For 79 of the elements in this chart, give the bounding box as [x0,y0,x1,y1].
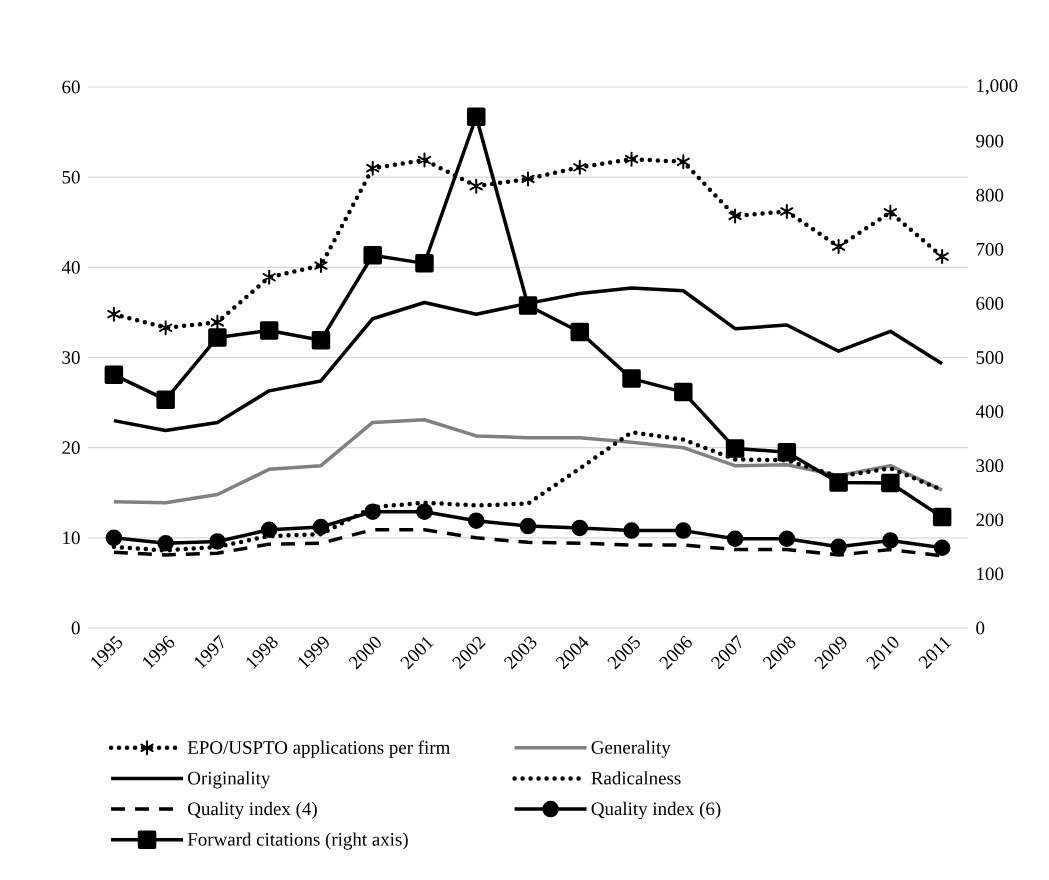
point [932,507,952,527]
point [883,204,897,220]
point [159,320,173,336]
y2-tick-label: 0 [976,621,985,635]
point [830,538,847,556]
y2-tick-label: 600 [976,297,1004,310]
y-tick-label: 40 [61,260,80,274]
y2-tick-label: 200 [976,513,1004,527]
point [623,522,640,539]
y-tick-label: 50 [62,170,80,184]
point [780,203,794,219]
y-tick-label: 30 [62,351,80,364]
point [259,321,279,340]
point [831,239,846,255]
y2-tick-label: 400 [975,405,1004,418]
point [778,530,796,547]
point [518,296,538,315]
legend-label: Quality index (4) [188,801,317,820]
y2-tick-label: 700 [976,242,1004,256]
point [104,365,124,385]
y-tick-label: 60 [62,80,80,94]
point [107,306,121,322]
legend-label: Radicalness [591,771,681,785]
line-series [112,286,944,433]
point [933,539,951,556]
point [675,522,692,539]
y-tick-label: 10 [63,531,80,545]
point [725,439,745,458]
point [209,533,226,550]
y2-tick-label: 100 [977,567,1004,581]
point [882,532,899,549]
x-tick-label: 2011 [918,637,952,669]
point [208,328,227,347]
point [521,171,535,187]
legend-label: Forward citations (right axis) [187,832,408,850]
point [314,258,328,274]
point [777,442,797,462]
point [260,521,278,538]
point [573,159,587,175]
y2-tick-label: 500 [976,351,1004,364]
y2-tick-label: 300 [976,459,1004,473]
y-tick-label: 20 [62,441,80,455]
point [624,151,639,167]
point [726,530,744,547]
point [674,382,693,402]
y2-tick-label: 800 [976,188,1004,202]
point [312,518,330,536]
point [366,160,380,176]
point [415,254,434,273]
point [676,154,690,170]
point [466,107,486,126]
y2-tick-label: 900 [976,134,1004,148]
point [210,314,225,330]
line-series [112,417,944,505]
point [622,369,641,388]
point [469,178,483,194]
point [105,529,123,547]
point [262,269,276,285]
y2-tick-label: 1,000 [977,79,1018,95]
y-tick-label: 0 [71,621,80,635]
legend-label: EPO/USPTO applications per firm [187,740,451,758]
point [363,245,382,265]
point [157,534,174,552]
point [417,152,432,168]
point [519,517,537,535]
point [881,473,900,493]
point [570,322,590,342]
point [156,390,175,409]
point [571,519,589,537]
point [829,473,848,492]
point [311,330,331,350]
point [935,249,949,265]
point [364,503,381,520]
point [467,512,485,529]
point [728,208,742,224]
legend-label: Generality [591,740,671,758]
legend-label: Originality [188,771,271,789]
legend-label: Quality index (6) [591,801,721,820]
point [416,503,433,520]
